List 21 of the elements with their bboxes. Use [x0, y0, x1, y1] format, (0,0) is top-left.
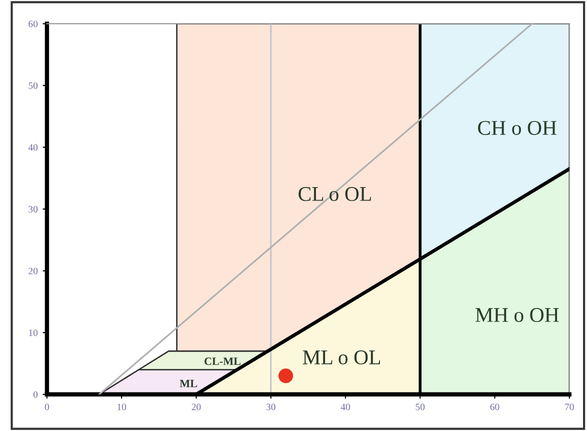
x-tick-label: 70 [565, 404, 574, 410]
y-tick-label: 10 [29, 329, 38, 336]
series-label: ML [180, 380, 198, 388]
x-tick-label: 40 [340, 404, 350, 410]
series-label: MH o OH [476, 308, 559, 322]
y-tick-label: 20 [28, 268, 38, 274]
series-label: CL-ML [204, 358, 241, 366]
y-tick-label: 60 [28, 20, 38, 28]
x-tick-label: 20 [192, 404, 201, 410]
y-tick-label: 40 [28, 144, 38, 151]
x-tick-label: 60 [490, 404, 500, 410]
x-tick-label: 0 [44, 404, 50, 410]
x-tick-label: 10 [118, 404, 126, 410]
x-tick-label: 50 [416, 404, 425, 410]
y-tick-label: 0 [33, 391, 38, 398]
y-tick-label: 50 [28, 82, 38, 89]
x-tick-label: 30 [266, 404, 276, 410]
y-tick-label: 30 [28, 206, 38, 213]
series-label: ML o OL [302, 350, 380, 364]
series-label: CL o OL [298, 187, 371, 202]
series-label: CH o OH [478, 120, 556, 135]
